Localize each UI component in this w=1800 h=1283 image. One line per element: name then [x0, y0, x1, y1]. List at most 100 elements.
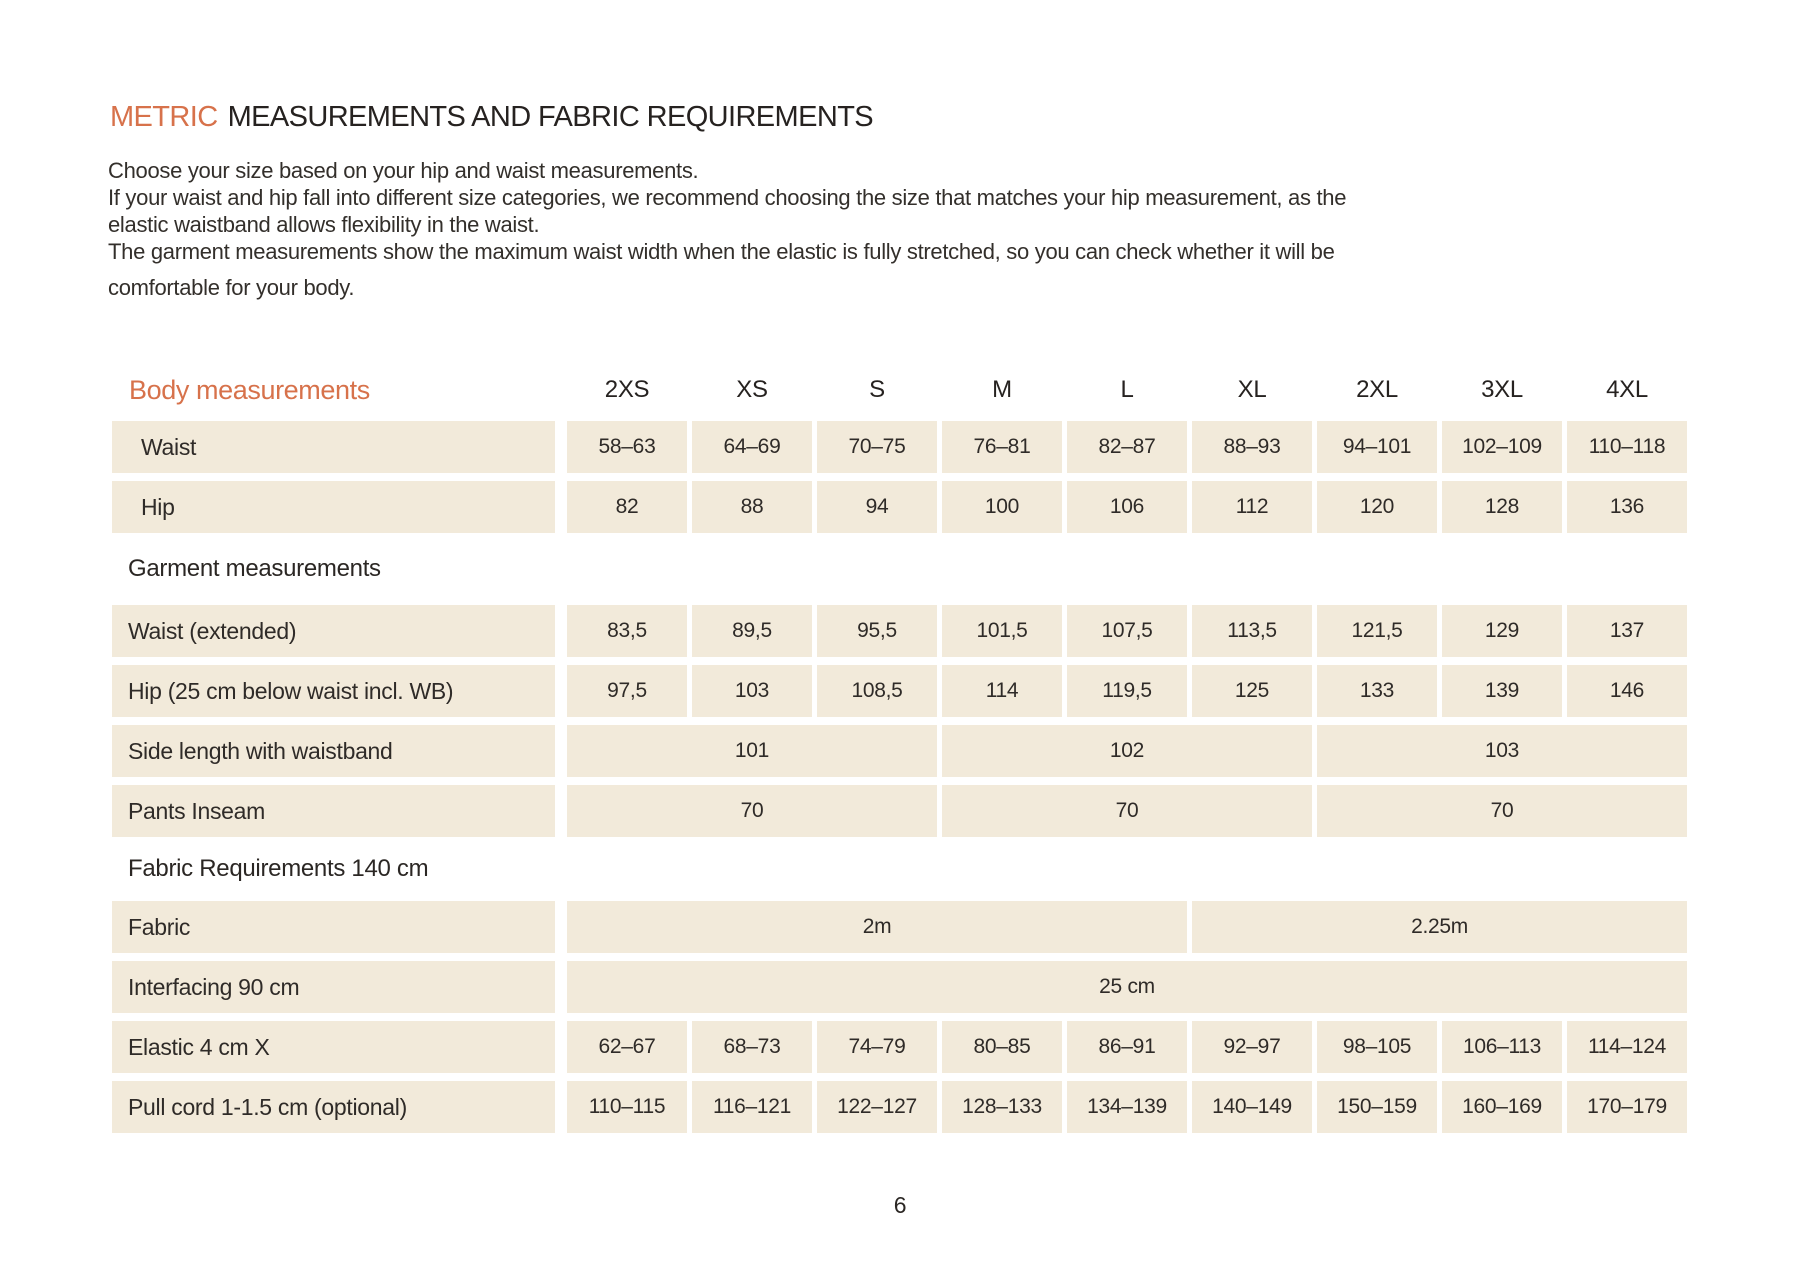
table-cell: 70–75: [817, 421, 937, 473]
table-cell: 58–63: [567, 421, 687, 473]
section-label: Garment measurements: [128, 555, 381, 582]
row-label: Hip (25 cm below waist incl. WB): [112, 665, 555, 717]
table-row-elastic: Elastic 4 cm X 62–67 68–73 74–79 80–85 8…: [112, 1021, 1687, 1073]
table-cell: 88: [692, 481, 812, 533]
table-header-row: Body measurements 2XS XS S M L XL 2XL 3X…: [112, 368, 1687, 412]
table-cell-span: 70: [567, 785, 937, 837]
table-cell-span: 102: [942, 725, 1312, 777]
table-row-hip: Hip 82 88 94 100 106 112 120 128 136: [112, 481, 1687, 533]
table-cell: 122–127: [817, 1081, 937, 1133]
table-cell: 137: [1567, 605, 1687, 657]
table-cell-span: 101: [567, 725, 937, 777]
table-cell: 97,5: [567, 665, 687, 717]
table-cell: 125: [1192, 665, 1312, 717]
table-cell: 110–118: [1567, 421, 1687, 473]
table-cell: 107,5: [1067, 605, 1187, 657]
intro-line: Choose your size based on your hip and w…: [108, 158, 699, 183]
table-cell: 110–115: [567, 1081, 687, 1133]
table-cell-span: 2.25m: [1192, 901, 1687, 953]
table-cell: 95,5: [817, 605, 937, 657]
row-label: Side length with waistband: [112, 725, 555, 777]
section-header-fabric: Fabric Requirements 140 cm: [112, 845, 1687, 893]
table-cell: 92–97: [1192, 1021, 1312, 1073]
section-label: Fabric Requirements 140 cm: [128, 855, 429, 882]
table-cell: 116–121: [692, 1081, 812, 1133]
table-cell: 88–93: [1192, 421, 1312, 473]
table-cell: 133: [1317, 665, 1437, 717]
size-column-header: XL: [1237, 376, 1267, 403]
table-cell: 108,5: [817, 665, 937, 717]
row-label: Hip: [112, 481, 555, 533]
table-cell-span: 2m: [567, 901, 1187, 953]
intro-paragraph: Choose your size based on your hip and w…: [108, 157, 1346, 301]
size-column-header: L: [1120, 376, 1134, 403]
table-row-waist-extended: Waist (extended) 83,5 89,5 95,5 101,5 10…: [112, 605, 1687, 657]
intro-line: comfortable for your body.: [108, 275, 355, 300]
table-cell: 129: [1442, 605, 1562, 657]
table-cell: 160–169: [1442, 1081, 1562, 1133]
size-column-header: M: [992, 376, 1012, 403]
table-row-side-length: Side length with waistband 101 102 103: [112, 725, 1687, 777]
page-title-accent: METRIC: [110, 101, 218, 133]
table-cell: 128: [1442, 481, 1562, 533]
table-row-pull-cord: Pull cord 1-1.5 cm (optional) 110–115 11…: [112, 1081, 1687, 1133]
table-cell: 139: [1442, 665, 1562, 717]
table-cell: 89,5: [692, 605, 812, 657]
table-cell: 83,5: [567, 605, 687, 657]
table-cell-span: 70: [942, 785, 1312, 837]
table-cell: 62–67: [567, 1021, 687, 1073]
size-column-header: S: [869, 376, 885, 403]
table-cell: 136: [1567, 481, 1687, 533]
table-cell: 80–85: [942, 1021, 1062, 1073]
table-row-hip-25cm: Hip (25 cm below waist incl. WB) 97,5 10…: [112, 665, 1687, 717]
intro-line: The garment measurements show the maximu…: [108, 239, 1335, 264]
table-cell: 128–133: [942, 1081, 1062, 1133]
table-cell: 170–179: [1567, 1081, 1687, 1133]
table-title: Body measurements: [129, 374, 370, 405]
table-row-waist: Waist 58–63 64–69 70–75 76–81 82–87 88–9…: [112, 421, 1687, 473]
row-label: Fabric: [112, 901, 555, 953]
intro-line: If your waist and hip fall into differen…: [108, 185, 1347, 210]
table-cell: 121,5: [1317, 605, 1437, 657]
table-cell-span: 70: [1317, 785, 1687, 837]
table-cell: 102–109: [1442, 421, 1562, 473]
size-column-header: 4XL: [1606, 376, 1648, 403]
intro-line: elastic waistband allows flexibility in …: [108, 212, 540, 237]
table-cell: 98–105: [1317, 1021, 1437, 1073]
size-table: Body measurements 2XS XS S M L XL 2XL 3X…: [112, 368, 1687, 1141]
table-cell: 150–159: [1317, 1081, 1437, 1133]
row-label: Pants Inseam: [112, 785, 555, 837]
table-cell: 106: [1067, 481, 1187, 533]
table-cell: 106–113: [1442, 1021, 1562, 1073]
row-label: Interfacing 90 cm: [112, 961, 555, 1013]
table-cell: 113,5: [1192, 605, 1312, 657]
table-cell: 119,5: [1067, 665, 1187, 717]
table-cell: 82–87: [1067, 421, 1187, 473]
table-cell: 94: [817, 481, 937, 533]
page-number: 6: [893, 1192, 907, 1218]
table-row-pants-inseam: Pants Inseam 70 70 70: [112, 785, 1687, 837]
page-title-rest: MEASUREMENTS AND FABRIC REQUIREMENTS: [227, 101, 874, 133]
size-column-header: XS: [736, 376, 768, 403]
table-row-fabric: Fabric 2m 2.25m: [112, 901, 1687, 953]
table-cell: 114–124: [1567, 1021, 1687, 1073]
table-cell: 64–69: [692, 421, 812, 473]
page-title: METRIC MEASUREMENTS AND FABRIC REQUIREMEN…: [110, 101, 874, 134]
table-cell-span: 103: [1317, 725, 1687, 777]
table-cell: 103: [692, 665, 812, 717]
table-cell: 68–73: [692, 1021, 812, 1073]
row-label: Waist: [112, 421, 555, 473]
table-cell: 101,5: [942, 605, 1062, 657]
row-label: Pull cord 1-1.5 cm (optional): [112, 1081, 555, 1133]
table-cell: 76–81: [942, 421, 1062, 473]
table-cell: 112: [1192, 481, 1312, 533]
row-label: Elastic 4 cm X: [112, 1021, 555, 1073]
table-cell: 82: [567, 481, 687, 533]
table-cell: 114: [942, 665, 1062, 717]
table-cell: 120: [1317, 481, 1437, 533]
table-cell: 146: [1567, 665, 1687, 717]
section-header-garment: Garment measurements: [112, 541, 1687, 597]
size-column-header: 2XL: [1356, 376, 1398, 403]
table-cell: 140–149: [1192, 1081, 1312, 1133]
